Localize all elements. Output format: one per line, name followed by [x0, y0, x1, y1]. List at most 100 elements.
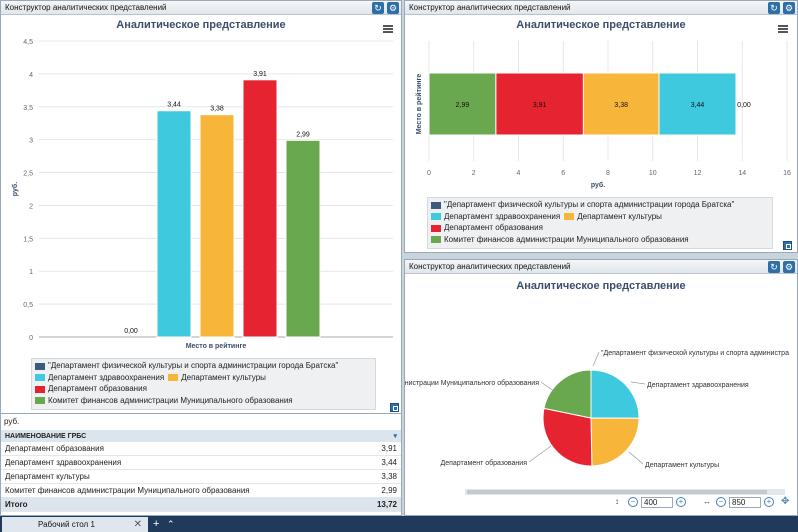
x-tick-label: 10: [649, 170, 657, 177]
pie-slice: [590, 369, 640, 419]
x-tick-label: 14: [738, 170, 746, 177]
zoom-out-right-button[interactable]: −: [716, 497, 726, 507]
row-value: 3,44: [361, 455, 401, 470]
data-label: 2,99: [456, 102, 470, 109]
zoom-in-right-button[interactable]: +: [764, 497, 774, 507]
pie-connector: [540, 381, 556, 393]
gear-icon[interactable]: ⚙: [387, 2, 399, 14]
tab-desktop-1[interactable]: Рабочий стол 1 ✕: [2, 517, 148, 532]
legend-label: "Департамент физической культуры и спорт…: [444, 200, 735, 209]
gear-icon[interactable]: ⚙: [783, 261, 795, 273]
bar-segment: [495, 72, 584, 136]
zoom-in-left-button[interactable]: +: [676, 497, 686, 507]
pie-slice: [590, 417, 640, 467]
pie-slice: [542, 407, 593, 467]
data-label: 3,91: [253, 71, 267, 78]
row-value: 3,91: [361, 442, 401, 456]
legend-swatch: [35, 397, 45, 404]
x-tick-label: 0: [427, 170, 431, 177]
left-panel-title: Конструктор аналитических представлений: [5, 3, 167, 12]
zoom-left-input[interactable]: 400: [641, 497, 673, 508]
total-label: Итого: [1, 497, 362, 512]
legend-item[interactable]: Департамент культуры: [564, 212, 662, 222]
legend-label: Комитет финансов администрации Муниципал…: [48, 395, 293, 405]
pie-label: Департамент культуры: [645, 462, 719, 469]
data-label: 3,44: [167, 102, 181, 109]
legend-swatch: [431, 236, 441, 243]
left-panel-header: Конструктор аналитических представлений …: [1, 1, 401, 15]
legend-item[interactable]: Комитет финансов администрации Муниципал…: [35, 396, 293, 406]
pie-label: "Департамент физической культуры и спорт…: [601, 349, 789, 357]
refresh-icon[interactable]: ↻: [768, 2, 780, 14]
move-icon[interactable]: ✥: [781, 496, 790, 507]
legend-swatch: [35, 374, 45, 381]
legend-item[interactable]: Департамент образования: [431, 223, 543, 233]
expand-icon[interactable]: [390, 403, 399, 412]
hamburger-menu-icon[interactable]: [383, 25, 393, 33]
stacked-bar-chart: 0 2 4 6 8 10 12 14 16 2,99 3,91 3,38 3,44 0,00 руб. Мес…: [415, 41, 791, 189]
add-tab-icon[interactable]: +: [153, 518, 160, 530]
chevron-up-icon[interactable]: ⌃: [167, 519, 175, 529]
refresh-icon[interactable]: ↻: [372, 2, 384, 14]
table-row[interactable]: Департамент образования 3,91: [1, 442, 401, 456]
data-label: 3,91: [533, 102, 547, 109]
row-value: 3,38: [361, 469, 401, 484]
refresh-icon[interactable]: ↻: [768, 261, 780, 273]
close-icon[interactable]: ✕: [133, 519, 142, 530]
legend-label: Департамент здравоохранения: [444, 211, 561, 221]
bar-segment: [658, 72, 737, 136]
table-header-row: НАИМЕНОВАНИЕ ГРБС ▾: [1, 430, 401, 442]
y-tick-label: 0,5: [23, 302, 33, 309]
bar-chart: 0 0,5 1 1,5 2 2,5 3 3,5 4 4,5 0,00 3,44 3,38 3,91 2,99…: [11, 39, 393, 350]
expand-icon[interactable]: [783, 241, 792, 250]
x-tick-label: 12: [694, 170, 702, 177]
x-axis-label: Место в рейтинге: [186, 342, 247, 350]
legend-item[interactable]: Департамент здравоохранения: [35, 373, 164, 383]
data-label: 0,00: [737, 102, 751, 109]
data-label: 3,38: [210, 106, 224, 113]
legend-label: Департамент образования: [444, 223, 543, 232]
table-row[interactable]: Департамент культуры 3,38: [1, 469, 401, 484]
data-label: 0,00: [124, 328, 138, 335]
zoom-right-input[interactable]: 850: [729, 497, 761, 508]
legend-label: Департамент культуры: [181, 372, 266, 382]
y-tick-label: 2,5: [23, 171, 33, 178]
x-axis-label: руб.: [591, 181, 605, 189]
tab-label: Рабочий стол 1: [38, 520, 95, 529]
x-tick-label: 4: [517, 170, 521, 177]
left-panel: Конструктор аналитических представлений …: [0, 0, 402, 414]
scrollbar-thumb[interactable]: [467, 490, 767, 494]
y-tick-label: 3: [29, 138, 33, 145]
y-tick-label: 4: [29, 72, 33, 79]
bar: [242, 79, 278, 338]
pie-connector: [592, 351, 600, 367]
legend-label: Комитет финансов администрации Муниципал…: [444, 234, 689, 244]
chart-title: Аналитическое представление: [516, 280, 686, 292]
legend-item[interactable]: Комитет финансов администрации Муниципал…: [431, 235, 689, 245]
table-row[interactable]: Департамент здравоохранения 3,44: [1, 455, 401, 470]
summary-table-panel: руб. НАИМЕНОВАНИЕ ГРБС ▾ Департамент обр…: [0, 414, 402, 516]
column-sort-icon[interactable]: ▾: [361, 430, 401, 442]
legend-item[interactable]: Департамент образования: [35, 384, 147, 394]
data-label: 3,38: [614, 102, 628, 109]
legend-item[interactable]: Департамент здравоохранения: [431, 212, 560, 222]
total-row: Итого 13,72: [1, 497, 401, 512]
hamburger-menu-icon[interactable]: [778, 25, 788, 33]
y-axis-label: Место в рейтинге: [415, 74, 423, 135]
table-row[interactable]: Комитет финансов администрации Муниципал…: [1, 483, 401, 498]
column-header-name[interactable]: НАИМЕНОВАНИЕ ГРБС: [1, 430, 362, 442]
legend-item[interactable]: "Департамент физической культуры и спорт…: [35, 361, 338, 371]
zoom-out-left-button[interactable]: −: [628, 497, 638, 507]
legend-item[interactable]: "Департамент физической культуры и спорт…: [431, 200, 734, 210]
gear-icon[interactable]: ⚙: [783, 2, 795, 14]
pie-label: Департамент здравоохранения: [647, 382, 749, 389]
chart-legend: "Департамент физической культуры и спорт…: [31, 358, 376, 410]
bar: [285, 139, 321, 338]
right-bottom-panel-header: Конструктор аналитических представлений …: [405, 260, 797, 274]
right-top-panel-title: Конструктор аналитических представлений: [409, 3, 571, 12]
pie-connector: [528, 445, 552, 463]
total-value: 13,72: [361, 497, 401, 512]
x-tick-label: 8: [606, 170, 610, 177]
legend-label: Департамент культуры: [577, 211, 662, 221]
legend-item[interactable]: Департамент культуры: [168, 373, 266, 383]
